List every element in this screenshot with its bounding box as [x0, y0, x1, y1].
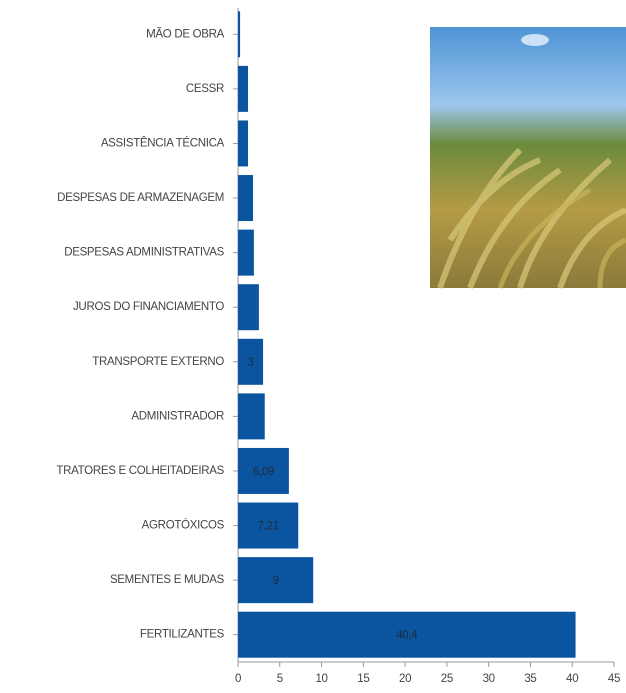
- y-tick-label: JUROS DO FINANCIAMENTO: [73, 301, 224, 313]
- value-label: 40,4: [396, 630, 418, 642]
- y-tick-label: TRANSPORTE EXTERNO: [92, 356, 224, 368]
- bar: [238, 284, 259, 331]
- y-tick-label: AGROTÓXICOS: [142, 519, 225, 532]
- value-label: 7,21: [258, 521, 279, 533]
- x-tick-label: 35: [524, 673, 536, 685]
- bar: [238, 447, 289, 494]
- bar: [238, 175, 254, 222]
- y-tick-label: TRATORES E COLHEITADEIRAS: [56, 465, 224, 477]
- x-tick-label: 25: [441, 673, 453, 685]
- bar: [238, 611, 576, 658]
- x-tick-label: 40: [566, 673, 578, 685]
- bar: [238, 65, 249, 112]
- y-tick-label: DESPESAS ADMINISTRATIVAS: [64, 247, 224, 259]
- x-tick-label: 5: [277, 673, 283, 685]
- bar: [238, 338, 264, 385]
- x-tick-label: 45: [608, 673, 620, 685]
- bar: [238, 393, 265, 440]
- bar: [238, 11, 241, 58]
- y-tick-label: FERTILIZANTES: [140, 629, 225, 641]
- y-tick-label: CESSR: [186, 83, 224, 95]
- bar: [238, 557, 314, 604]
- y-tick-label: MÃO DE OBRA: [146, 27, 224, 40]
- bar: [238, 502, 299, 549]
- photo: [430, 27, 626, 290]
- y-tick-label: ASSISTÊNCIA TÉCNICA: [101, 136, 225, 149]
- bar: [238, 120, 249, 167]
- x-tick-label: 30: [483, 673, 495, 685]
- x-tick-label: 10: [315, 673, 327, 685]
- y-tick-label: ADMINISTRADOR: [131, 410, 224, 422]
- y-tick-label: SEMENTES E MUDAS: [110, 574, 225, 586]
- x-tick-label: 0: [235, 673, 241, 685]
- y-tick-label: DESPESAS DE ARMAZENAGEM: [57, 192, 224, 204]
- value-label: 6,09: [253, 466, 274, 478]
- bar: [238, 229, 254, 276]
- x-tick-label: 20: [399, 673, 411, 685]
- value-label: 3: [247, 357, 253, 369]
- value-label: 9: [273, 575, 279, 587]
- x-tick-label: 15: [357, 673, 369, 685]
